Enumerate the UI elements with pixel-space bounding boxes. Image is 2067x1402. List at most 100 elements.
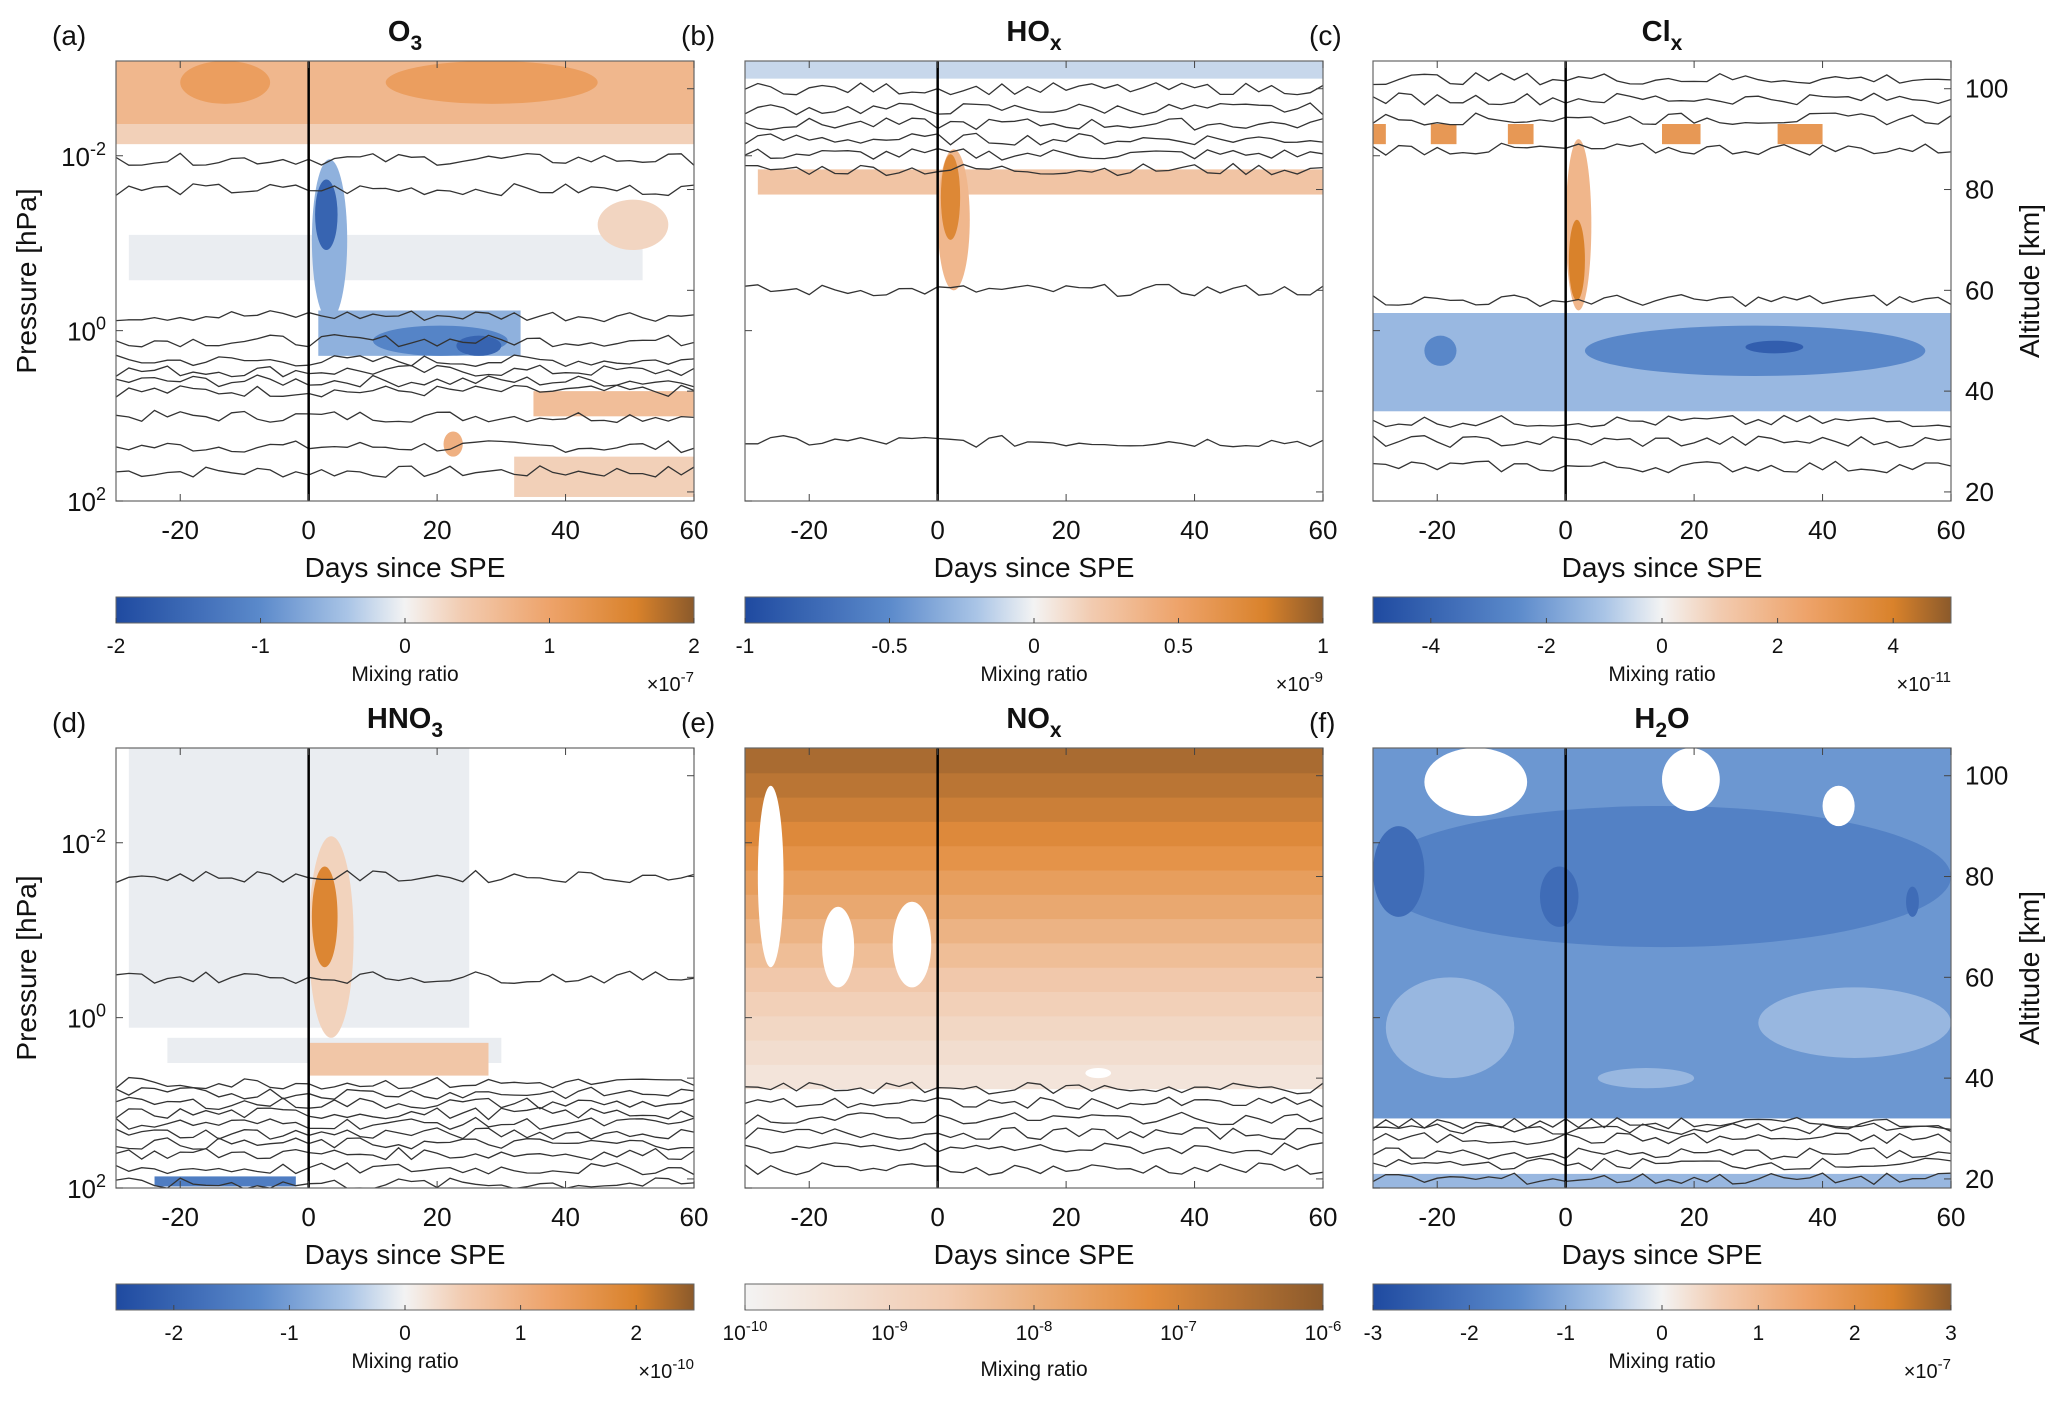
colorbar-tick-label: 1 bbox=[1317, 635, 1329, 658]
non-significant-region bbox=[892, 901, 932, 988]
panel-label: (f) bbox=[1309, 707, 1335, 738]
anomaly-region bbox=[1597, 1068, 1695, 1089]
colorbar-tick-label: 0 bbox=[1028, 635, 1040, 658]
x-tick-label: 20 bbox=[423, 1202, 452, 1232]
colorbar-tick-label: 2 bbox=[688, 635, 700, 658]
pressure-tick-label: 10-2 bbox=[61, 826, 106, 859]
x-tick-label: 40 bbox=[1808, 515, 1837, 545]
anomaly-region bbox=[1385, 977, 1515, 1079]
contour-line bbox=[1373, 1172, 1951, 1186]
tick-exponent: -2 bbox=[90, 826, 106, 846]
altitude-tick-label: 40 bbox=[1965, 376, 1994, 406]
x-axis-label: Days since SPE bbox=[305, 1239, 506, 1270]
x-axis-label: Days since SPE bbox=[934, 552, 1135, 583]
panel-title: H2O bbox=[1634, 703, 1689, 742]
colorbar: -2 -1 0 1 2 Mixing ratio ×10-7 bbox=[107, 596, 700, 696]
pressure-tick-label: 100 bbox=[67, 1001, 106, 1034]
x-tick-label: -20 bbox=[790, 1202, 828, 1232]
plot-frame bbox=[744, 747, 1324, 1189]
heatmap-level-band bbox=[745, 772, 1323, 798]
colorbar: -2 -1 0 1 2 Mixing ratio ×10-10 bbox=[115, 1283, 695, 1383]
panel-title: Clx bbox=[1642, 16, 1683, 55]
anomaly-region bbox=[745, 61, 1323, 79]
contour-line bbox=[116, 869, 694, 884]
colorbar-label: Mixing ratio bbox=[351, 663, 458, 686]
colorbar-label: Mixing ratio bbox=[1608, 1350, 1715, 1373]
anomaly-region bbox=[1662, 124, 1701, 145]
panel-b: -20 0 20 40 60 Days since SPE (b) HOx -1 -0.5 0 0.5… bbox=[681, 16, 1337, 696]
x-tick-label: 0 bbox=[1558, 1202, 1572, 1232]
x-axis-label: Days since SPE bbox=[934, 1239, 1135, 1270]
heatmap-level-band bbox=[745, 869, 1323, 895]
contour-line bbox=[1373, 1116, 1951, 1131]
x-tick-label: 0 bbox=[301, 1202, 315, 1232]
panel-label: (e) bbox=[681, 707, 715, 738]
x-tick-label: 0 bbox=[930, 515, 944, 545]
heatmap-level-band bbox=[745, 796, 1323, 822]
contour-line bbox=[745, 132, 1323, 146]
contour-line bbox=[1373, 92, 1951, 106]
colorbar-multiplier: ×10-11 bbox=[1896, 669, 1951, 696]
anomaly-region bbox=[1430, 124, 1457, 145]
contour-line bbox=[116, 970, 694, 985]
colorbar-tick-label: 0.5 bbox=[1164, 635, 1193, 658]
anomaly-region bbox=[311, 866, 338, 968]
plot-area bbox=[745, 748, 1323, 1176]
anomaly-region bbox=[315, 179, 338, 251]
tick-exponent: 0 bbox=[96, 314, 106, 334]
heatmap-level-band bbox=[745, 1039, 1323, 1065]
x-tick-label: 40 bbox=[551, 1202, 580, 1232]
colorbar-tick-label: -1 bbox=[736, 635, 755, 658]
contour-line bbox=[745, 1081, 1323, 1095]
contour-line bbox=[1373, 294, 1951, 308]
y-axis-label-left: Pressure [hPa] bbox=[11, 875, 42, 1060]
panel-title: HOx bbox=[1006, 16, 1062, 55]
contour-line bbox=[116, 1106, 694, 1121]
tick-exponent: 0 bbox=[96, 1001, 106, 1021]
contour-line bbox=[1373, 414, 1951, 428]
altitude-tick-label: 20 bbox=[1965, 1164, 1994, 1194]
contour-line bbox=[745, 162, 1323, 177]
heatmap-level-band bbox=[745, 820, 1323, 847]
x-tick-label: 40 bbox=[1808, 1202, 1837, 1232]
anomaly-region bbox=[308, 1042, 489, 1076]
heatmap-level-band bbox=[745, 991, 1323, 1017]
colorbar-tick-label: -2 bbox=[1460, 1322, 1479, 1345]
colorbar-multiplier: ×10-9 bbox=[1276, 669, 1323, 696]
altitude-tick-label: 20 bbox=[1965, 477, 1994, 507]
contour-line bbox=[116, 1162, 694, 1176]
contour-line bbox=[116, 364, 694, 378]
contour-line bbox=[116, 409, 694, 424]
contour-line bbox=[745, 434, 1323, 448]
colorbar-label: Mixing ratio bbox=[980, 663, 1087, 686]
x-tick-label: -20 bbox=[1418, 1202, 1456, 1232]
anomaly-region bbox=[1568, 219, 1585, 301]
tick-exponent: 2 bbox=[96, 1171, 106, 1191]
contour-line bbox=[116, 1177, 694, 1188]
colorbar-tick-label: 4 bbox=[1887, 635, 1899, 658]
panel-label: (d) bbox=[52, 707, 86, 738]
anomaly-region bbox=[443, 431, 463, 457]
colorbar-tick-label: 0 bbox=[399, 1322, 411, 1345]
anomaly-region bbox=[1424, 335, 1457, 366]
anomaly-region bbox=[1373, 805, 1951, 948]
contour-line bbox=[1373, 460, 1951, 474]
contour-line bbox=[116, 1146, 694, 1161]
x-tick-label: 40 bbox=[551, 515, 580, 545]
contour-line bbox=[116, 1096, 694, 1111]
pressure-tick-label: 10-2 bbox=[61, 139, 106, 172]
heatmap-level-band bbox=[745, 1015, 1323, 1041]
anomaly-region bbox=[456, 335, 502, 356]
anomaly-region bbox=[597, 199, 669, 251]
contour-line bbox=[116, 152, 694, 166]
contour-line bbox=[745, 1111, 1323, 1126]
tick-base: 10 bbox=[67, 487, 96, 517]
colorbar: -3 -2 -1 0 1 2 3 Mixing ratio ×10-7 bbox=[1364, 1283, 1957, 1383]
altitude-tick-label: 60 bbox=[1965, 275, 1994, 305]
plot-frame bbox=[115, 60, 695, 502]
x-tick-label: 0 bbox=[1558, 515, 1572, 545]
contour-line bbox=[745, 82, 1323, 96]
